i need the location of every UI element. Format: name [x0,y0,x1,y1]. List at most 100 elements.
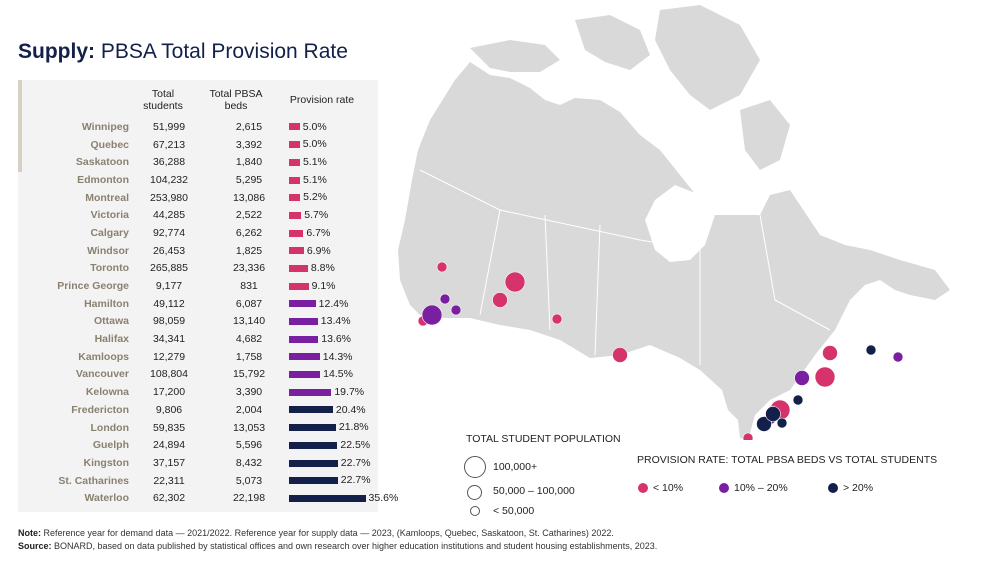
panel-accent-bar [18,80,22,172]
total-beds: 2,522 [235,209,263,222]
total-students: 108,804 [150,368,188,381]
total-beds: 831 [240,280,258,293]
total-beds: 1,840 [235,156,263,169]
city-name: Vancouver [75,368,129,381]
city-name: Quebec [90,138,129,151]
rate-bar [289,494,366,502]
total-students: 98,059 [152,315,186,328]
total-students: 24,894 [152,439,186,452]
city-bubble-waterloo [765,406,781,422]
rate-bar [289,335,319,343]
provision-rate: 20.4% [289,401,399,419]
table-row: Quebec 67,213 3,392 5.0% [22,136,399,154]
legend-dot-high [828,483,838,493]
rate-bar [289,229,304,237]
city-name: Prince George [57,280,129,293]
provision-table: Winnipeg 51,999 2,615 5.0% Quebec 67,213 3,392… [22,118,399,507]
legend-population-small: < 50,000 [493,505,535,517]
table-row: Saskatoon 36,288 1,840 5.1% [22,153,399,171]
table-row: Guelph 24,894 5,596 22.5% [22,436,399,454]
provision-rate: 5.0% [289,118,399,136]
rate-bar [289,318,318,326]
city-name: Kamloops [78,350,129,363]
provision-rate: 9.1% [289,277,399,295]
table-row: Calgary 92,774 6,262 6.7% [22,224,399,242]
rate-label: 5.1% [302,174,327,187]
rate-label: 6.9% [306,244,331,257]
page-title: Supply: PBSA Total Provision Rate [18,40,348,63]
total-beds: 5,073 [235,474,263,487]
rate-bar [289,406,333,414]
total-beds: 5,295 [235,173,263,186]
rate-bar [289,282,309,290]
total-beds: 3,392 [235,138,263,151]
city-bubble-kamloops [439,293,451,305]
city-name: Edmonton [77,173,129,186]
provision-rate: 35.6% [289,489,399,507]
legend-population-title: TOTAL STUDENT POPULATION [466,433,621,445]
total-students: 9,177 [155,280,183,293]
total-beds: 3,390 [235,386,263,399]
table-row: St. Catharines 22,311 5,073 22.7% [22,472,399,490]
rate-bar [289,459,338,467]
provision-rate: 5.0% [289,136,399,154]
total-beds: 22,198 [232,492,266,505]
city-name: Fredericton [71,403,129,416]
provision-rate: 13.6% [289,330,399,348]
provision-rate: 22.7% [289,454,399,472]
total-students: 59,835 [152,421,186,434]
table-row: Toronto 265,885 23,336 8.8% [22,260,399,278]
rate-bar [289,211,302,219]
table-row: Kelowna 17,200 3,390 19.7% [22,383,399,401]
provision-rate: 19.7% [289,383,399,401]
city-name: Hamilton [84,297,129,310]
city-bubble-calgary [492,292,508,308]
total-beds: 1,758 [235,350,263,363]
rate-bar [289,441,338,449]
rate-bar [289,264,308,272]
city-bubble-kelowna [450,304,462,316]
rate-label: 5.0% [302,138,327,151]
rate-label: 35.6% [368,492,399,505]
total-students: 22,311 [153,474,185,487]
table-row: Victoria 44,285 2,522 5.7% [22,206,399,224]
total-beds: 23,336 [232,262,266,275]
city-bubble-winnipeg [612,347,628,363]
rate-label: 14.3% [322,350,353,363]
rate-label: 21.8% [338,421,369,434]
total-students: 26,453 [152,244,186,257]
legend-circle-small [470,506,480,516]
total-students: 92,774 [152,226,186,239]
rate-bar [289,371,321,379]
city-bubble-ottawa [794,370,810,386]
city-bubble-fredericton [865,344,877,356]
table-row: Kamloops 12,279 1,758 14.3% [22,348,399,366]
header-total-students: Total students [143,88,183,112]
table-row: Hamilton 49,112 6,087 12.4% [22,295,399,313]
provision-rate: 6.7% [289,224,399,242]
city-bubble-london [756,416,772,432]
legend-rate-low: < 10% [653,482,684,494]
city-name: Windsor [87,244,129,257]
total-beds: 6,087 [235,297,263,310]
legend-dot-mid [719,483,729,493]
table-row: Halifax 34,341 4,682 13.6% [22,330,399,348]
table-row: Fredericton 9,806 2,004 20.4% [22,401,399,419]
rate-label: 13.4% [320,315,351,328]
rate-bar [289,194,301,202]
rate-bar [289,477,338,485]
city-name: Winnipeg [81,120,129,133]
provision-rate: 12.4% [289,295,399,313]
rate-bar [289,141,300,149]
city-name: Toronto [90,262,129,275]
total-students: 51,999 [152,120,186,133]
total-beds: 6,262 [235,226,263,239]
total-beds: 13,053 [232,421,266,434]
legend-population-medium: 50,000 – 100,000 [493,485,575,497]
provision-rate: 13.4% [289,313,399,331]
canada-map [398,5,950,440]
provision-rate: 14.5% [289,366,399,384]
city-bubble-montreal [814,366,836,388]
table-panel [18,80,378,512]
total-students: 44,285 [152,209,186,222]
